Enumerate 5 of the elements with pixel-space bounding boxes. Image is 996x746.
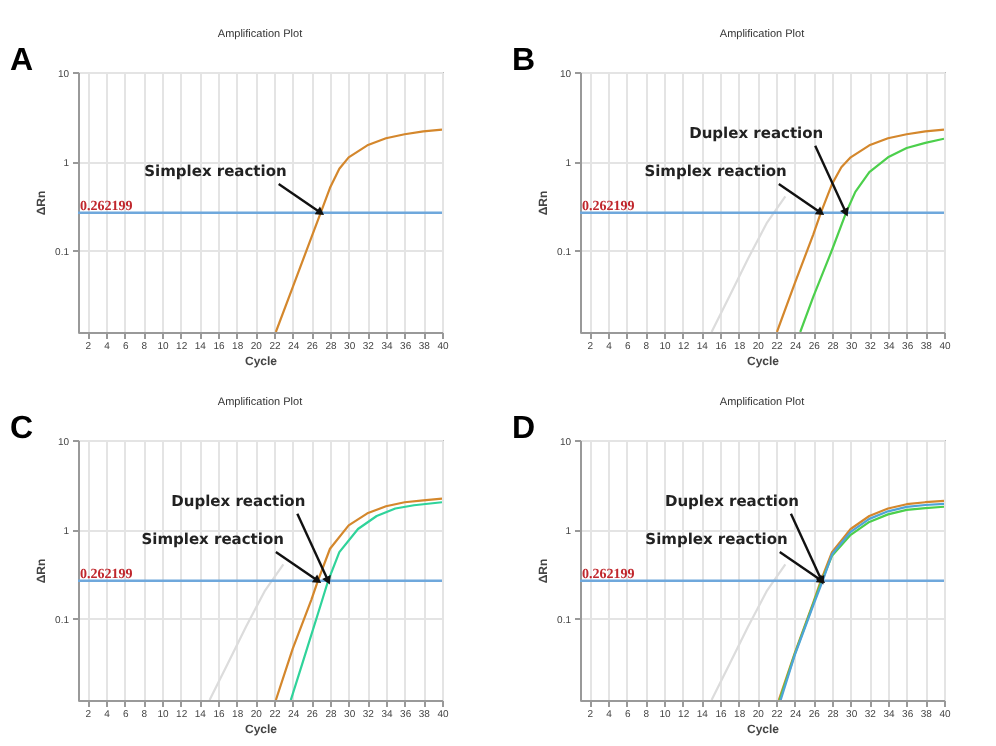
text: B xyxy=(512,44,536,78)
text: A xyxy=(10,44,34,78)
text: C xyxy=(10,412,34,446)
line-series xyxy=(799,137,944,332)
text: D xyxy=(512,412,536,446)
